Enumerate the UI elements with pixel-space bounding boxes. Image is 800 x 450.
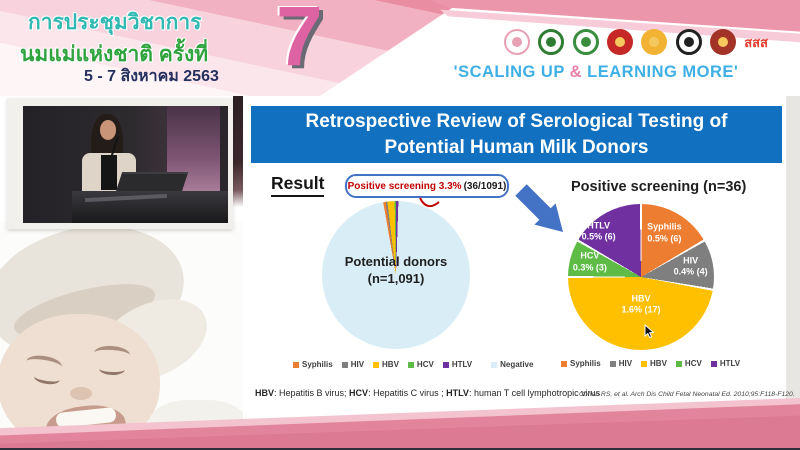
legend-item-hcv: HCV xyxy=(407,360,434,369)
stage-edge-shadow xyxy=(233,95,243,207)
slice-label-hcv: HCV 0.3% (3) xyxy=(572,250,607,273)
legend-label: HBV xyxy=(650,359,667,368)
legend-chip-hiv xyxy=(341,361,348,368)
legend-item-hbv: HBV xyxy=(373,360,399,369)
university-seal-logo xyxy=(675,29,702,55)
legend-chip-hcv xyxy=(407,361,414,368)
logo-center-mark xyxy=(683,37,694,47)
legend-label: HTLV xyxy=(719,359,741,368)
legend-chip-htlv xyxy=(710,360,717,367)
legend-item-hbv: HBV xyxy=(641,359,667,368)
legend-item-hiv: HIV xyxy=(341,360,365,369)
result-label: Result xyxy=(271,173,325,197)
royal-college-logo xyxy=(641,29,668,55)
breastfeeding-foundation-logo xyxy=(504,29,530,55)
logo-center-mark xyxy=(717,37,728,47)
logo-center-mark xyxy=(512,37,522,47)
blue-arrow-icon xyxy=(515,184,563,232)
callout-highlight: Positive screening 3.3% xyxy=(347,180,462,192)
institute-seal-logo xyxy=(709,29,736,55)
positive-screening-callout: Positive screening 3.3% (36/1091) xyxy=(345,174,509,198)
conference-subtitle-thai: นมแม่แห่งชาติ ครั้งที่ xyxy=(20,43,209,66)
logo-center-mark xyxy=(614,37,625,47)
legend-label: HIV xyxy=(618,359,633,368)
slide-title: Retrospective Review of Serological Test… xyxy=(251,106,782,163)
stage-screen-edge xyxy=(219,106,228,223)
footnote-term: HCV xyxy=(349,388,369,398)
callout-detail: (36/1091) xyxy=(463,180,507,192)
virus-definitions-footnote: HBV: Hepatitis B virus; HCV: Hepatitis C… xyxy=(255,388,601,398)
legend-chip-hcv xyxy=(675,360,682,367)
callout-pointer xyxy=(419,197,440,208)
legend-item-hiv: HIV xyxy=(609,359,633,368)
footnote-term: HBV xyxy=(255,388,275,398)
legend-chip-hbv xyxy=(641,360,648,367)
speaker-webcam-frame xyxy=(7,98,233,229)
citation: Cohen RS, et al. Arch Dis Child Fetal Ne… xyxy=(579,391,795,398)
legend-chip-syphilis xyxy=(293,361,299,368)
legend-item-syphilis: Syphilis xyxy=(293,360,333,369)
legend-label: Negative xyxy=(500,360,534,369)
legend-item-hcv: HCV xyxy=(675,359,702,368)
baby-nose xyxy=(70,387,92,400)
footnote-term: HTLV xyxy=(446,388,469,398)
legend-item-htlv: HTLV xyxy=(710,359,741,368)
legend-label: HIV xyxy=(350,360,365,369)
slogan-ampersand: & xyxy=(569,63,583,81)
pie-chart-positive-screening: Syphilis 0.5% (6) HIV 0.4% (4) HBV 1.6% (17) H… xyxy=(568,204,714,350)
baby-shoulder xyxy=(148,400,243,430)
thai-health-fund-logo: สสส xyxy=(744,34,768,50)
conference-slogan: 'SCALING UP & LEARNING MORE' xyxy=(453,63,739,81)
legend-item-negative: Negative xyxy=(491,360,533,369)
slice-label-htlv: HTLV 0.5% (6) xyxy=(581,220,616,242)
speaker-video-feed xyxy=(23,106,228,223)
public-health-logo xyxy=(572,29,599,55)
pie-chart-potential-donors: Potential donors (n=1,091) xyxy=(322,201,470,349)
slice-label-hiv: HIV 0.4% (4) xyxy=(673,255,708,277)
conference-dates-thai: 5 - 7 สิงหาคม 2563 xyxy=(84,68,219,85)
slice-label-syphilis: Syphilis 0.5% (6) xyxy=(647,221,682,244)
legend-chip-hiv xyxy=(609,360,616,367)
health-department-logo xyxy=(538,29,565,55)
legend-chip-syphilis xyxy=(561,360,567,367)
legend-item-htlv: HTLV xyxy=(442,360,473,369)
presentation-slide: Retrospective Review of Serological Test… xyxy=(243,97,795,421)
logo-center-mark xyxy=(546,37,557,47)
conference-title-thai: การประชุมวิชาการ xyxy=(28,11,202,34)
legend-label: HCV xyxy=(684,359,702,368)
right-margin-strip xyxy=(786,95,800,415)
legend-label: Syphilis xyxy=(302,360,333,369)
legend-label: Syphilis xyxy=(570,359,601,368)
logo-center-mark xyxy=(649,37,660,47)
legend-left-pie: Syphilis HIV HBV HCV HTLV Negative xyxy=(293,360,533,369)
legend-item-syphilis: Syphilis xyxy=(561,359,601,368)
mouse-cursor-icon xyxy=(644,323,655,338)
conference-banner: การประชุมวิชาการ นมแม่แห่งชาติ ครั้งที่ … xyxy=(0,0,800,96)
baby-photo-background xyxy=(0,222,243,430)
speaker-face xyxy=(99,120,117,140)
legend-label: HBV xyxy=(382,360,399,369)
legend-label: HTLV xyxy=(451,360,473,369)
laptop xyxy=(116,171,189,192)
royal-emblem-logo xyxy=(606,29,633,55)
logo-center-mark xyxy=(580,37,591,47)
legend-right-pie: Syphilis HIV HBV HCV HTLV xyxy=(561,359,740,368)
legend-chip-negative xyxy=(491,361,498,368)
speaker-shirt xyxy=(100,155,118,191)
legend-label: HCV xyxy=(416,360,434,369)
slice-label-hbv: HBV 1.6% (17) xyxy=(621,293,661,315)
right-pie-title: Positive screening (n=36) xyxy=(571,179,747,195)
sponsor-logo-row: สสส xyxy=(504,27,768,57)
legend-chip-hbv xyxy=(373,361,380,368)
left-pie-center-label: Potential donors (n=1,091) xyxy=(344,254,448,286)
edition-number: 7 xyxy=(276,0,323,83)
legend-chip-htlv xyxy=(442,361,449,368)
